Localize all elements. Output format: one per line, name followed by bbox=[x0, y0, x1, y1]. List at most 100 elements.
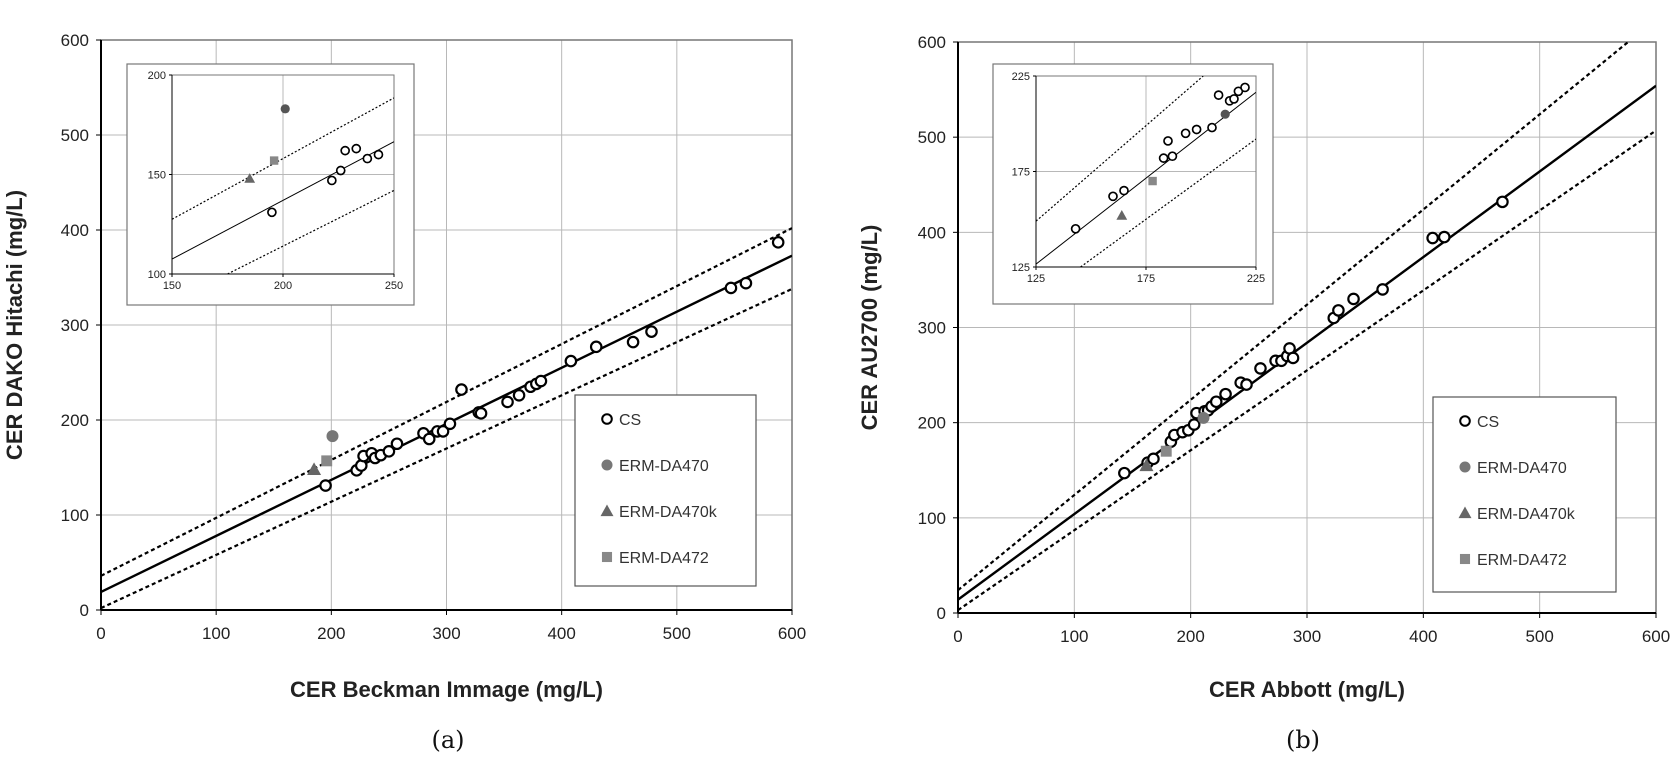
panel-1-inset-x-tick-label: 225 bbox=[1247, 273, 1265, 285]
panel-0-points bbox=[307, 236, 785, 492]
panel-0-x-tick-label: 200 bbox=[317, 624, 345, 643]
panel-0-point-cs bbox=[422, 432, 436, 446]
panel-1-y-tick-label: 500 bbox=[918, 128, 946, 147]
panel-1-inset-point-cs bbox=[1229, 94, 1239, 104]
panel-1-inset-point-cs bbox=[1191, 124, 1202, 135]
panel-1-x-tick-label: 0 bbox=[953, 627, 962, 646]
panel-0-legend-label-erm-da472: ERM-DA472 bbox=[619, 550, 709, 567]
panel-1-series-erm-da472 bbox=[1160, 445, 1172, 457]
panel-1-points bbox=[1118, 195, 1509, 480]
panel-1-inset-y-tick-label: 175 bbox=[1012, 166, 1030, 178]
panel-0-legend-item-erm-da472: ERM-DA472 bbox=[601, 550, 709, 567]
panel-1-legend-item-erm-da470: ERM-DA470 bbox=[1459, 460, 1567, 477]
panel-1-point-erm-da470k bbox=[1139, 458, 1154, 472]
panel-1-point-cs bbox=[1187, 418, 1201, 431]
panel-1-inset-points bbox=[1070, 82, 1250, 234]
panel-1-x-tick-label: 500 bbox=[1525, 627, 1553, 646]
panel-0-inset-y-tick-label: 100 bbox=[148, 269, 166, 281]
panel-1-inset-point-cs bbox=[1207, 122, 1217, 133]
panel-1-inset-point-erm-da470k bbox=[1116, 210, 1128, 220]
panel-1-y-tick-label: 100 bbox=[918, 509, 946, 528]
panel-0-inset-point-cs bbox=[335, 165, 346, 176]
panel-0-point-cs bbox=[534, 374, 548, 388]
panel-0-inset-point-erm-da472 bbox=[269, 156, 279, 165]
panel-0-inset-series-erm-da472 bbox=[269, 156, 279, 165]
panel-0-point-cs bbox=[382, 445, 396, 458]
panel-0-y-tick-label: 500 bbox=[61, 126, 89, 145]
panel-0-y-tick-label: 300 bbox=[61, 316, 89, 335]
panel-0-legend-marker-erm-da470 bbox=[601, 459, 613, 471]
panel-0-inset-y-tick-label: 150 bbox=[148, 169, 166, 181]
panel-1-legend: CS ERM-DA470 ERM-DA470k ERM-DA472 bbox=[1432, 396, 1617, 593]
panel-1-point-cs bbox=[1254, 362, 1267, 375]
panel-0-inset-lines bbox=[172, 97, 394, 274]
panel-b: 0 100 200 300 400 500 600 0 100 200 300 400 500 600 CE… bbox=[857, 33, 1670, 754]
panel-0-y-tick-label: 600 bbox=[61, 31, 89, 50]
panel-0-legend-marker-erm-da470k bbox=[600, 504, 614, 517]
panel-1-point-erm-da470 bbox=[1197, 411, 1210, 424]
panel-1-point-cs bbox=[1240, 378, 1253, 391]
panel-0-legend-item-erm-da470k: ERM-DA470k bbox=[600, 504, 718, 521]
panel-1-point-cs bbox=[1209, 395, 1223, 409]
panel-0-x-tick-label: 600 bbox=[778, 624, 806, 643]
panel-0-x-tick-label: 500 bbox=[663, 624, 691, 643]
panel-1-y-tick-label: 600 bbox=[918, 33, 946, 52]
panel-1-inset: 125 175 225 125 175 225 bbox=[992, 63, 1274, 305]
panel-0-point-erm-da470k bbox=[307, 462, 322, 476]
panel-0-point-cs bbox=[319, 479, 332, 492]
panel-0-y-axis-label: CER DAKO Hitachi (mg/L) bbox=[2, 190, 27, 460]
panel-1-panel-caption: (b) bbox=[1286, 726, 1320, 754]
panel-0-legend-item-cs: CS bbox=[601, 412, 641, 429]
panel-1-point-cs bbox=[1496, 195, 1509, 209]
panel-1-point-cs bbox=[1219, 387, 1232, 401]
panel-0-inset-point-erm-da470 bbox=[280, 104, 290, 114]
panel-0-inset-series-erm-da470k bbox=[244, 173, 256, 183]
panel-0-point-cs bbox=[501, 395, 514, 409]
panel-0-point-cs bbox=[390, 437, 404, 451]
panel-0-x-tick-label: 100 bbox=[202, 624, 230, 643]
panel-0-inset-point-erm-da470k bbox=[244, 173, 256, 183]
panel-0-x-axis-label: CER Beckman Immage (mg/L) bbox=[290, 677, 603, 702]
panel-0-legend-marker-cs bbox=[601, 413, 613, 425]
panel-0-inset-confidence-band-line bbox=[227, 189, 394, 274]
panel-1-inset-series-cs bbox=[1070, 82, 1250, 234]
panel-1-point-cs bbox=[1286, 351, 1300, 365]
panel-1-series-erm-da470k bbox=[1139, 458, 1154, 472]
panel-1-point-cs bbox=[1118, 466, 1131, 480]
panel-0-x-tick-label: 300 bbox=[432, 624, 460, 643]
panel-0-inset-series-erm-da470 bbox=[280, 104, 290, 114]
panel-0-inset-point-cs bbox=[362, 153, 373, 164]
panel-0-panel-caption: (a) bbox=[431, 726, 464, 754]
panel-1-inset-point-cs bbox=[1180, 128, 1191, 139]
panel-1-point-erm-da472 bbox=[1160, 445, 1172, 457]
panel-1-legend-item-erm-da472: ERM-DA472 bbox=[1459, 552, 1567, 569]
panel-0-point-erm-da472 bbox=[321, 455, 333, 467]
panel-1-x-tick-label: 300 bbox=[1293, 627, 1321, 646]
panel-1-y-tick-label: 0 bbox=[937, 604, 946, 623]
panel-1-inset-point-cs bbox=[1213, 90, 1224, 100]
panel-1-inset-tick-labels: 125 175 225 125 175 225 bbox=[1012, 71, 1266, 285]
panel-0-inset-point-cs bbox=[326, 175, 337, 186]
panel-0-legend-label-cs: CS bbox=[619, 412, 641, 429]
panel-1-legend-label-erm-da470: ERM-DA470 bbox=[1477, 460, 1567, 477]
panel-0-point-cs bbox=[771, 236, 785, 249]
panel-1-legend-label-cs: CS bbox=[1477, 414, 1499, 431]
panel-0-tick-labels: 0 100 200 300 400 500 600 0 100 200 300 400 500 600 bbox=[61, 31, 807, 643]
panel-a: 0 100 200 300 400 500 600 0 100 200 300 400 500 600 CE… bbox=[2, 31, 806, 754]
panel-0-legend-marker-erm-da472 bbox=[601, 551, 613, 563]
panel-1-lines bbox=[958, 42, 1656, 612]
panel-1-legend-item-cs: CS bbox=[1459, 414, 1499, 431]
panel-1-regression-line bbox=[958, 84, 1656, 601]
panel-1-legend-marker-erm-da470k bbox=[1458, 506, 1472, 519]
panel-1-inset-regression-line bbox=[1036, 91, 1256, 265]
panel-1-legend-marker-erm-da472 bbox=[1459, 553, 1471, 565]
panel-1-legend-marker-erm-da470 bbox=[1459, 461, 1471, 473]
panel-1-inset-confidence-band-line bbox=[1080, 138, 1256, 267]
panel-1-confidence-band-line bbox=[958, 42, 1629, 592]
panel-0-inset-series-cs bbox=[267, 143, 384, 218]
panel-0-series-erm-da470k bbox=[307, 462, 322, 476]
panel-0-inset-x-tick-label: 200 bbox=[274, 280, 292, 292]
panel-0-point-cs bbox=[443, 417, 457, 431]
panel-0-x-tick-label: 0 bbox=[96, 624, 105, 643]
